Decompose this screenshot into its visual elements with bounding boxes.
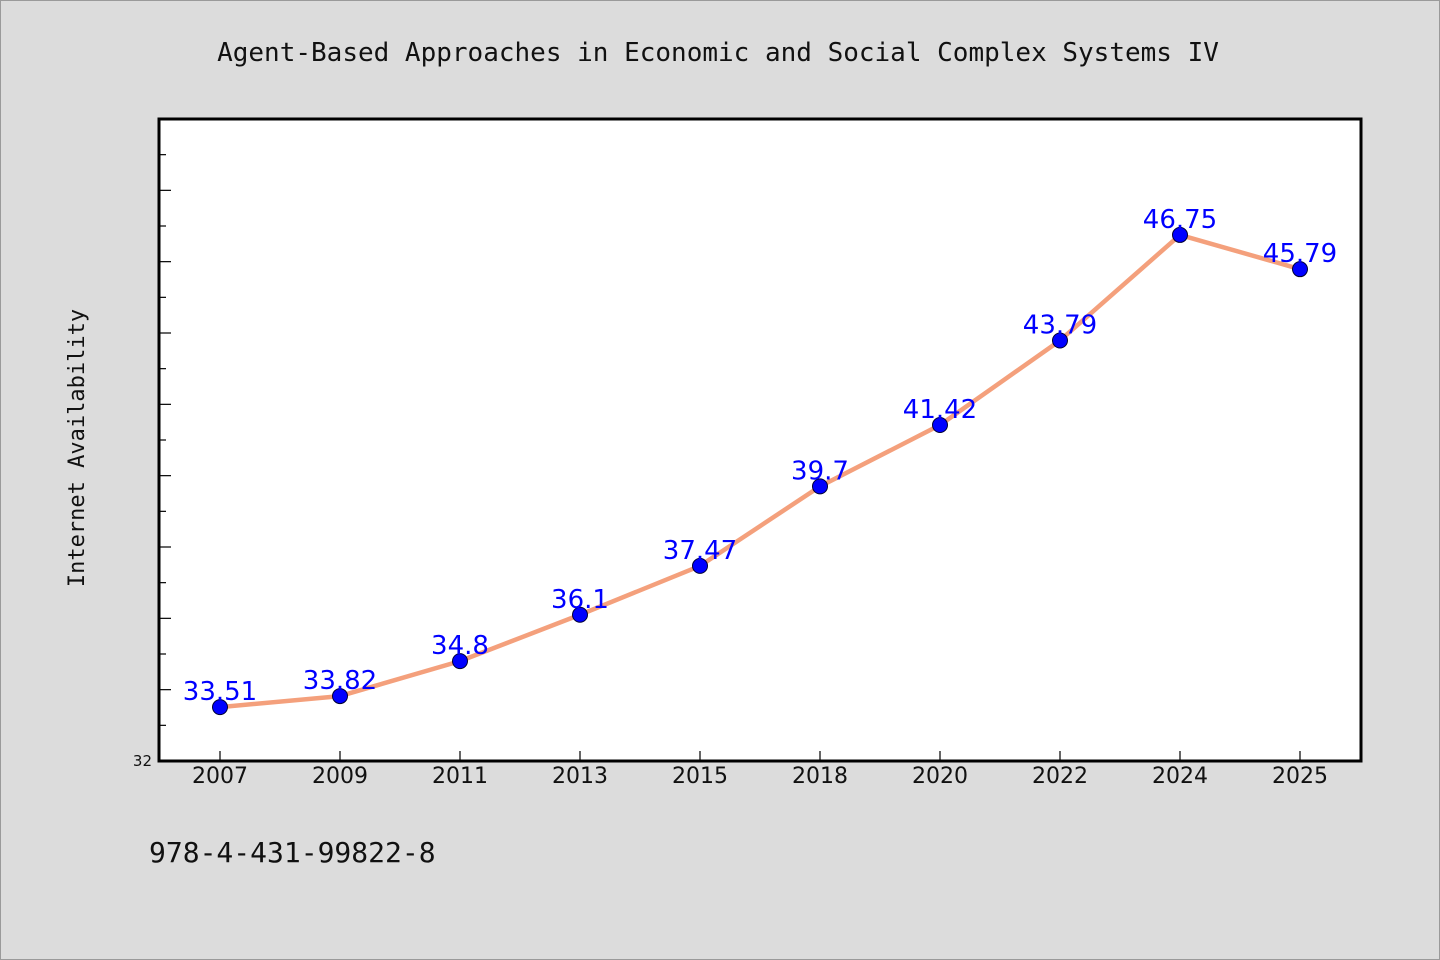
data-point-marker <box>1052 332 1068 349</box>
data-point-marker <box>692 557 708 574</box>
data-point-marker <box>1292 261 1308 278</box>
data-point-label: 36.1 <box>551 585 609 615</box>
chart-title: Agent-Based Approaches in Economic and S… <box>217 38 1219 68</box>
x-axis-tick-labels: 2007 2009 2011 2013 2015 2018 2020 2022 2024 2025 <box>192 764 1328 789</box>
y-axis-label: Internet Availability <box>65 309 90 587</box>
x-axis-tick-label: 2022 <box>1032 764 1088 789</box>
x-axis-tick-label: 2015 <box>672 764 728 789</box>
data-point-marker <box>1172 226 1188 243</box>
x-axis-tick-label: 2007 <box>192 764 248 789</box>
plot-area <box>157 117 1363 763</box>
x-axis-tick-label: 2011 <box>432 764 488 789</box>
x-axis-tick-label: 2009 <box>312 764 368 789</box>
data-point-label: 33.51 <box>183 677 257 707</box>
data-point-label: 43.79 <box>1023 310 1097 340</box>
data-point-marker <box>812 478 828 495</box>
data-point-label: 33.82 <box>303 666 377 696</box>
x-axis-tick-label: 2024 <box>1152 764 1208 789</box>
data-point-marker <box>572 606 588 623</box>
x-axis-tick-label: 2020 <box>912 764 968 789</box>
series-markers <box>212 226 1308 716</box>
data-point-marker <box>332 688 348 705</box>
data-point-marker <box>212 699 228 716</box>
isbn-footer: 978-4-431-99822-8 <box>149 836 436 869</box>
data-point-marker <box>452 653 468 670</box>
data-point-label: 41.42 <box>903 395 977 425</box>
x-axis-ticks <box>219 751 1301 761</box>
series-line <box>217 232 1303 710</box>
y-axis-tick-label-min: 32 <box>133 752 152 770</box>
x-axis-tick-label: 2025 <box>1272 764 1328 789</box>
data-point-label: 34.8 <box>431 631 489 661</box>
x-axis-tick-label: 2013 <box>552 764 608 789</box>
data-point-label: 46.75 <box>1143 205 1217 235</box>
data-point-marker <box>932 417 948 434</box>
y-axis-ticks <box>159 154 171 726</box>
data-labels: 33.51 33.82 34.8 36.1 37.47 39.7 41.42 43.79 46.… <box>183 205 1337 707</box>
x-axis-tick-label: 2018 <box>792 764 848 789</box>
data-point-label: 37.47 <box>663 536 737 566</box>
data-point-label: 45.79 <box>1263 239 1337 269</box>
data-point-label: 39.7 <box>791 456 849 486</box>
